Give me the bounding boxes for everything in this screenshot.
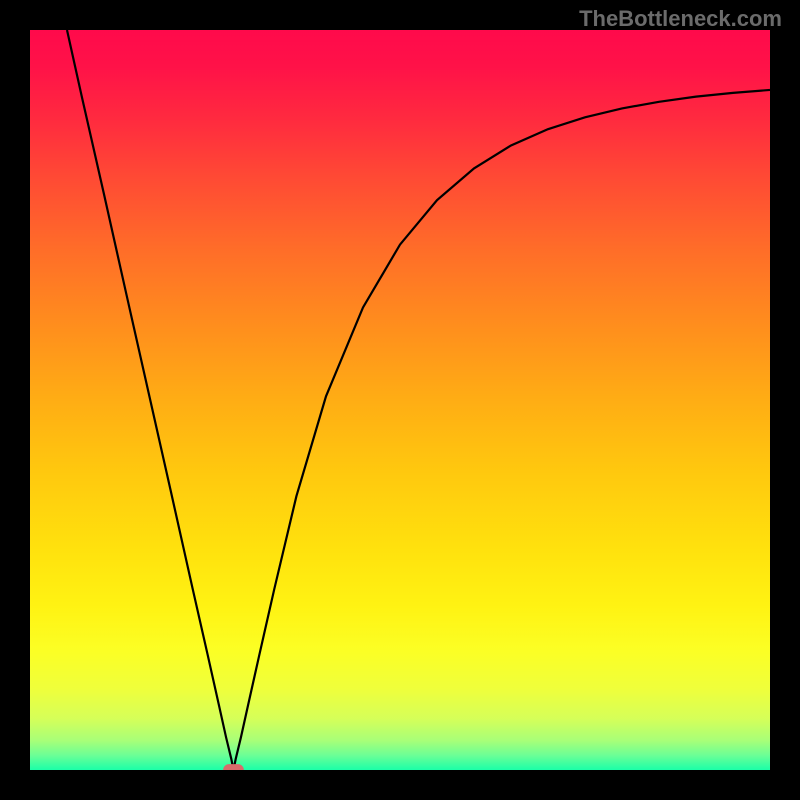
plot-background <box>30 30 770 770</box>
vertex-marker <box>223 764 244 776</box>
watermark-text: TheBottleneck.com <box>579 6 782 32</box>
chart-container: TheBottleneck.com <box>0 0 800 800</box>
bottleneck-chart <box>0 0 800 800</box>
